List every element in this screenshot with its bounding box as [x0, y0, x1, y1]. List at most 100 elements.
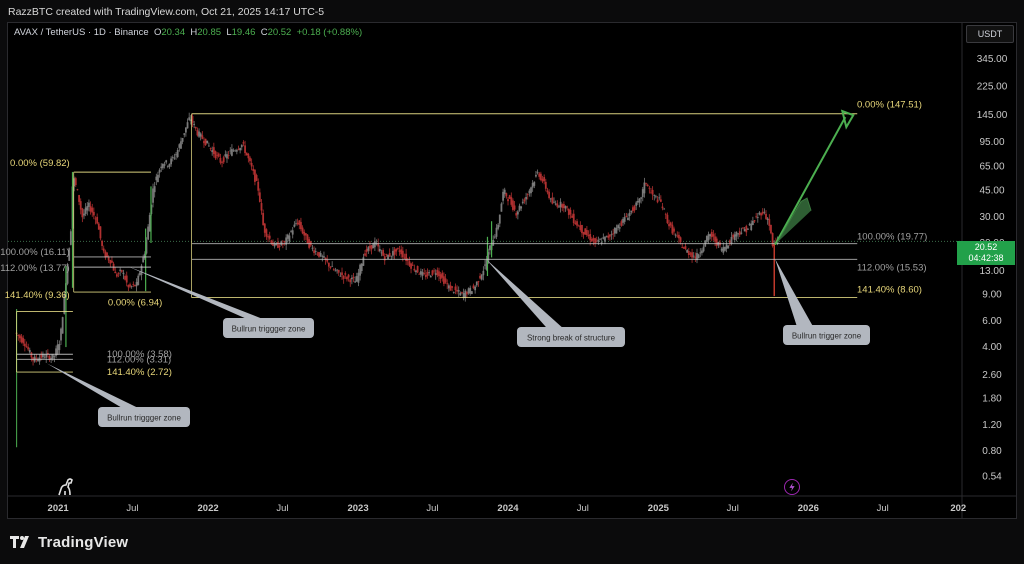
candle-body — [533, 181, 536, 186]
candle-body — [447, 285, 450, 289]
candle-body — [507, 199, 509, 202]
candle-body — [382, 250, 385, 256]
x-tick-label: Jul — [126, 503, 138, 514]
candle-body — [577, 225, 580, 227]
candle-body — [277, 242, 279, 248]
candle-body — [472, 285, 475, 289]
candle-body — [352, 277, 355, 279]
candle-body — [508, 195, 511, 199]
candle-body — [51, 354, 54, 359]
candle-body — [411, 264, 414, 266]
candle-body — [761, 211, 764, 214]
candle-body — [452, 292, 455, 293]
candle-body — [134, 285, 136, 287]
candle-body — [646, 184, 649, 187]
candle-body — [35, 358, 38, 359]
footer-brand: TradingView — [10, 532, 128, 552]
candle-body — [221, 162, 223, 164]
chart-frame[interactable] — [7, 22, 1017, 519]
candle-body — [426, 271, 429, 276]
candle-body — [747, 228, 749, 230]
candle-body — [227, 155, 230, 156]
candle-body — [410, 263, 412, 269]
candle-body — [462, 293, 465, 299]
candle-body — [656, 199, 659, 203]
candle-body — [89, 206, 92, 212]
fib-level-label: 100.00% (16.11) — [0, 247, 70, 258]
candle-body — [84, 207, 87, 214]
candle-body — [229, 150, 232, 152]
candle-body — [673, 228, 675, 232]
candle-body — [679, 237, 682, 243]
candle-body — [170, 158, 173, 165]
candle-body — [76, 189, 79, 191]
candle-body — [142, 257, 145, 263]
candle-body — [546, 190, 549, 193]
candle-body — [111, 260, 113, 263]
candle-body — [497, 224, 500, 229]
candle-body — [332, 269, 335, 271]
candle-body — [727, 245, 730, 249]
candle-body — [365, 249, 368, 252]
candle-body — [751, 220, 754, 226]
candle-body — [615, 227, 618, 234]
candle-body — [608, 234, 611, 237]
candle-body — [115, 274, 118, 277]
candle-body — [311, 247, 314, 249]
callout-text: Bullrun triggger zone — [107, 414, 181, 423]
candle-body — [735, 231, 738, 237]
candle-body — [17, 334, 20, 336]
last-price-value: 20.52 — [974, 242, 998, 252]
symbol-legend: AVAX / TetherUS · 1D · Binance O20.34 H2… — [14, 27, 362, 38]
candle-body — [562, 204, 565, 209]
symbol-name[interactable]: AVAX / TetherUS · 1D · Binance — [14, 27, 149, 38]
candle-body — [737, 233, 739, 235]
candle-body — [222, 157, 225, 163]
candle-body — [254, 169, 256, 182]
candle-body — [714, 236, 716, 242]
candle-body — [505, 193, 508, 197]
candle-body — [214, 151, 217, 159]
dino-icon[interactable] — [56, 477, 76, 497]
candle-body — [518, 205, 521, 211]
candle-body — [104, 251, 107, 258]
candle-body — [314, 251, 317, 253]
candle-body — [582, 232, 585, 235]
candle-body — [705, 236, 708, 242]
candle-body — [431, 270, 434, 276]
candle-body — [415, 270, 417, 273]
callout-pointer — [127, 266, 263, 319]
y-tick-label: 1.80 — [982, 394, 1002, 405]
candle-body — [81, 208, 84, 218]
candle-body — [728, 240, 731, 243]
lightning-icon[interactable] — [784, 479, 800, 495]
candle-body — [360, 263, 363, 271]
candle-body — [163, 164, 166, 166]
candle-body — [768, 219, 771, 226]
candle-body — [681, 247, 684, 248]
candle-body — [138, 272, 141, 276]
candle-body — [377, 243, 380, 247]
candle-body — [498, 214, 501, 224]
candle-body — [484, 264, 486, 266]
candle-body — [694, 256, 697, 259]
candle-body — [273, 243, 276, 247]
candle-body — [733, 234, 736, 241]
candle-body — [554, 203, 557, 205]
candle-body — [188, 117, 191, 120]
currency-button[interactable]: USDT — [966, 25, 1014, 43]
candle-body — [525, 197, 527, 200]
candle-body — [42, 353, 44, 358]
callout-pointer — [485, 259, 563, 328]
candle-body — [623, 217, 626, 222]
candle-body — [240, 144, 243, 148]
candle-body — [300, 222, 302, 230]
candle-body — [604, 236, 606, 242]
fib-level-label: 112.00% (3.31) — [107, 354, 171, 365]
candle-body — [541, 178, 544, 182]
candle-body — [56, 344, 59, 354]
x-tick-label: Jul — [727, 503, 739, 514]
candle-body — [199, 133, 202, 137]
y-tick-label: 65.00 — [979, 162, 1004, 173]
